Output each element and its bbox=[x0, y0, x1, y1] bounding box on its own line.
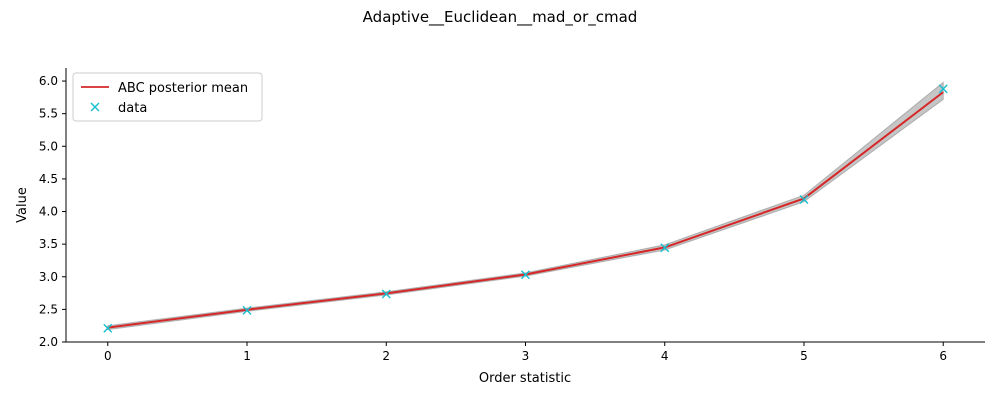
y-tick-label: 2.0 bbox=[39, 335, 58, 349]
y-tick-label: 5.5 bbox=[39, 107, 58, 121]
series-marker-layer bbox=[103, 84, 948, 333]
x-tick-label: 1 bbox=[243, 349, 251, 363]
series-line-posterior-mean bbox=[107, 91, 944, 329]
data-point-marker bbox=[660, 243, 670, 253]
x-tick-label: 5 bbox=[800, 349, 808, 363]
y-tick-label: 2.5 bbox=[39, 302, 58, 316]
data-point-marker bbox=[103, 323, 113, 333]
x-tick-label: 6 bbox=[939, 349, 947, 363]
y-tick-label: 4.0 bbox=[39, 205, 58, 219]
x-tick-label: 4 bbox=[661, 349, 669, 363]
posterior-band bbox=[107, 81, 944, 331]
legend: ABC posterior mean data bbox=[72, 72, 263, 122]
y-tick-label: 3.0 bbox=[39, 270, 58, 284]
data-point-marker bbox=[242, 305, 252, 315]
series-line-layer bbox=[107, 91, 944, 329]
x-tick-label: 2 bbox=[382, 349, 390, 363]
y-tick-label: 3.5 bbox=[39, 237, 58, 251]
legend-marker-swatch bbox=[90, 102, 100, 112]
y-axis-ticks: 2.0 2.5 3.0 3.5 4.0 4.5 5.0 5.5 6.0 bbox=[39, 74, 66, 349]
x-tick-label: 0 bbox=[104, 349, 112, 363]
y-tick-label: 5.0 bbox=[39, 139, 58, 153]
legend-label-posterior-mean: ABC posterior mean bbox=[118, 81, 248, 96]
x-axis-ticks: 0 1 2 3 4 5 6 bbox=[104, 342, 947, 363]
legend-frame bbox=[72, 72, 263, 122]
y-tick-label: 6.0 bbox=[39, 74, 58, 88]
data-point-marker bbox=[799, 194, 809, 204]
y-tick-label: 4.5 bbox=[39, 172, 58, 186]
chart-title: Adaptive__Euclidean__mad_or_cmad bbox=[363, 8, 638, 27]
data-point-marker bbox=[938, 84, 948, 94]
x-tick-label: 3 bbox=[522, 349, 530, 363]
data-point-marker bbox=[521, 270, 530, 280]
y-axis-label: Value bbox=[15, 187, 30, 223]
data-point-marker bbox=[381, 289, 391, 299]
legend-label-data: data bbox=[118, 101, 147, 116]
posterior-band-layer bbox=[107, 81, 944, 331]
x-axis-label: Order statistic bbox=[479, 371, 571, 386]
